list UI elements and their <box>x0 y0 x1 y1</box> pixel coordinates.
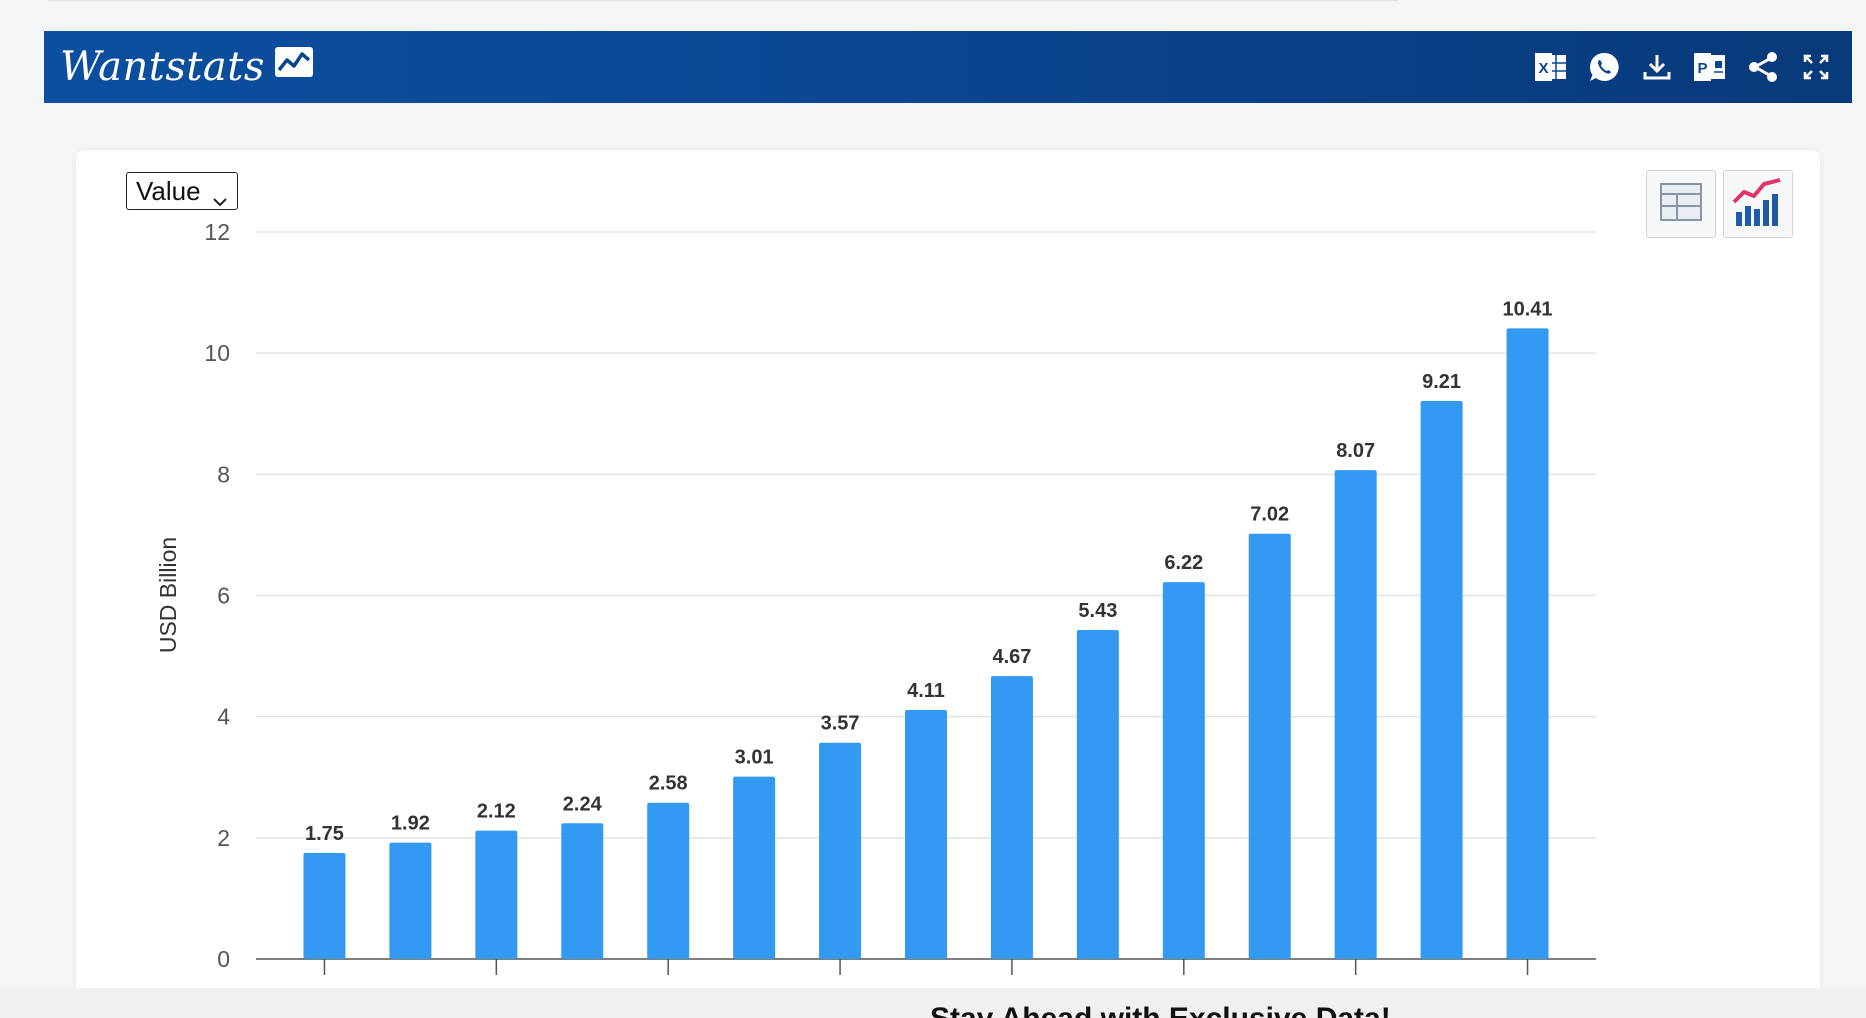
fullscreen-icon[interactable] <box>1798 49 1834 85</box>
bar-data-label: 4.11 <box>907 680 945 702</box>
bar <box>1248 533 1291 959</box>
bar <box>733 776 776 959</box>
bar <box>475 830 518 959</box>
bar <box>303 852 346 959</box>
footer-banner: Stay Ahead with Exclusive Data! <box>0 988 1866 1018</box>
bar-data-label: 10.41 <box>1503 298 1553 320</box>
bar <box>389 842 432 959</box>
chevron-down-icon <box>212 184 228 215</box>
excel-icon[interactable]: X <box>1533 49 1569 85</box>
bar <box>561 823 604 959</box>
bar <box>905 710 947 959</box>
bar <box>990 676 1033 959</box>
bar-data-label: 1.92 <box>391 813 430 835</box>
bar-data-label: 2.58 <box>649 773 688 795</box>
svg-text:X: X <box>1538 60 1548 77</box>
bar <box>1420 401 1463 960</box>
chart-logo-icon <box>273 44 315 90</box>
y-tick-label: 8 <box>217 461 230 487</box>
chart-view-button[interactable] <box>1723 170 1793 238</box>
chart-view-icon <box>1730 174 1786 235</box>
header-toolbar: X P <box>1516 31 1834 103</box>
bar <box>819 742 862 959</box>
download-icon[interactable] <box>1639 49 1675 85</box>
bar-data-label: 5.43 <box>1078 600 1117 622</box>
footer-promo-text: Stay Ahead with Exclusive Data! <box>930 1002 1391 1018</box>
chart-card: 0 2 4 6 8 10 12 1.75 1.92 2.12 2.24 2.58 3.01 3.57 4.1… <box>76 150 1820 1018</box>
bar-data-label: 1.75 <box>305 823 344 845</box>
bar-data-label: 3.57 <box>821 713 860 735</box>
y-tick-label: 4 <box>217 704 230 730</box>
table-view-button[interactable] <box>1646 170 1716 238</box>
metric-select-value: Value <box>136 175 201 206</box>
y-tick-label: 6 <box>217 583 230 609</box>
metric-select[interactable]: Value <box>126 172 238 210</box>
top-divider <box>48 0 1398 1</box>
bar-data-label: 3.01 <box>735 747 774 769</box>
bar-data-label: 9.21 <box>1422 371 1461 393</box>
svg-text:P: P <box>1697 60 1707 77</box>
share-icon[interactable] <box>1745 49 1781 85</box>
bar-data-label: 8.07 <box>1336 440 1375 462</box>
whatsapp-icon[interactable] <box>1586 49 1622 85</box>
bar-chart: 0 2 4 6 8 10 12 1.75 1.92 2.12 2.24 2.58 3.01 3.57 4.1… <box>155 219 1596 975</box>
bar-data-label: 4.67 <box>992 646 1031 668</box>
bar <box>1162 582 1205 959</box>
brand-logo[interactable]: Wantstats <box>60 44 315 90</box>
y-tick-label: 2 <box>217 825 230 851</box>
bar-data-label: 7.02 <box>1250 504 1289 526</box>
brand-name: Wantstats <box>60 44 265 90</box>
app-header: Wantstats X <box>44 31 1852 103</box>
table-view-icon <box>1658 179 1704 230</box>
bar-data-label: 2.24 <box>563 793 603 815</box>
bar-data-label: 2.12 <box>477 801 516 823</box>
y-tick-label: 12 <box>204 219 230 245</box>
powerpoint-icon[interactable]: P <box>1692 49 1728 85</box>
y-axis-label: USD Billion <box>155 537 181 653</box>
bar <box>1506 328 1549 959</box>
bar <box>1076 630 1119 959</box>
bar <box>1334 470 1377 959</box>
bar-data-label: 6.22 <box>1164 552 1203 574</box>
y-tick-label: 10 <box>204 340 230 366</box>
y-tick-label: 0 <box>217 946 230 972</box>
bar <box>647 802 690 959</box>
